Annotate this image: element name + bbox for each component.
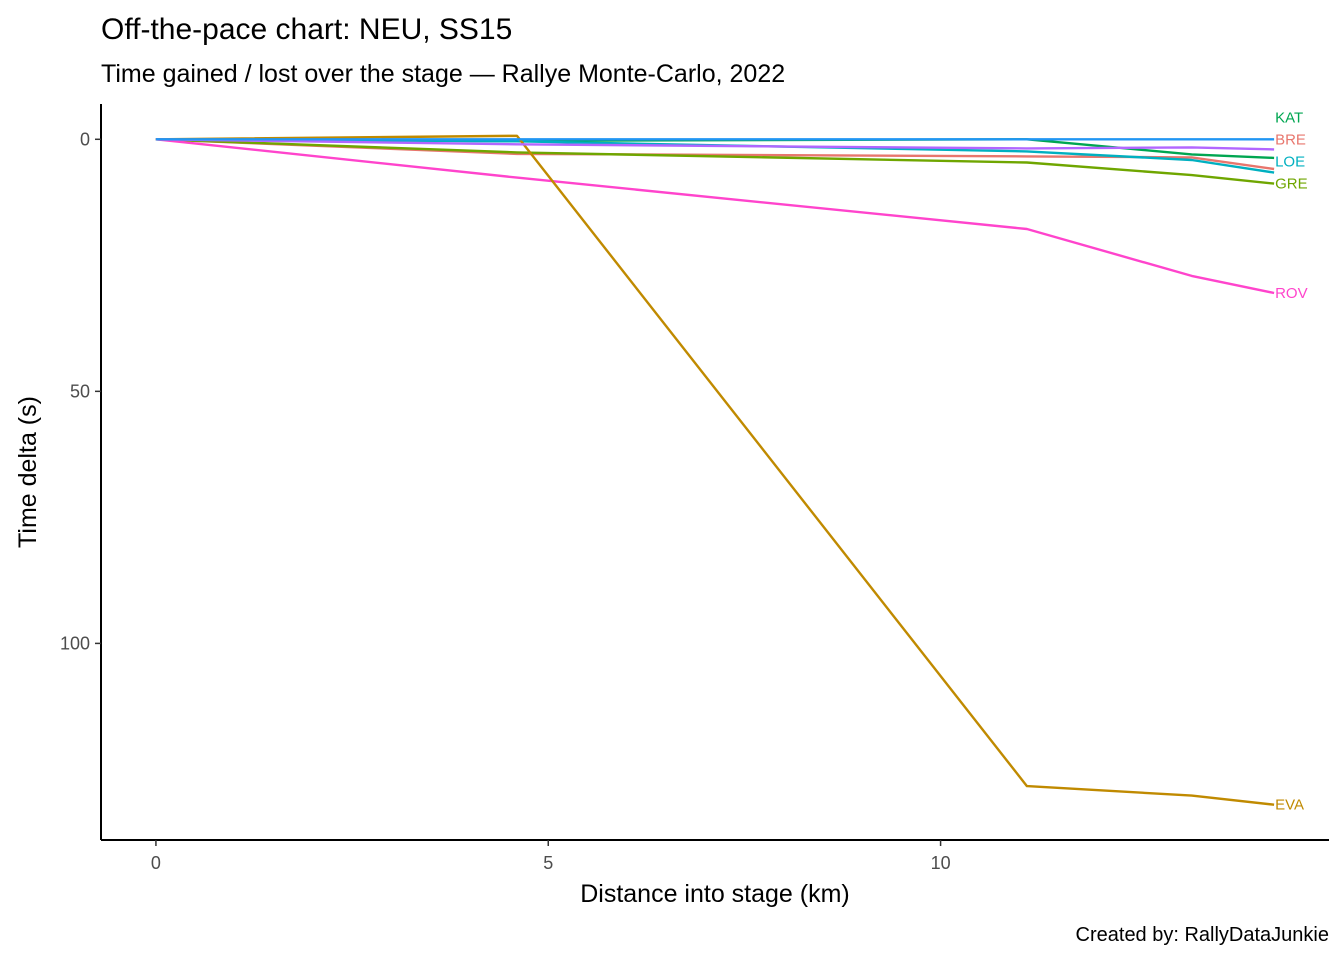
plot-lines	[155, 134, 1275, 806]
chart-title: Off-the-pace chart: NEU, SS15	[101, 13, 512, 46]
y-axis-title: Time delta (s)	[14, 396, 42, 548]
y-tick-label: 0	[80, 129, 90, 149]
end-label-loe: LOE	[1275, 154, 1305, 171]
y-tick-label: 100	[60, 633, 90, 653]
end-label-kat: KAT	[1275, 110, 1303, 127]
end-label-gre: GRE	[1275, 176, 1308, 193]
x-tick-label: 0	[151, 853, 161, 873]
series-line-rov	[155, 138, 1275, 295]
y-tick-label: 50	[70, 381, 90, 401]
x-axis-title: Distance into stage (km)	[580, 880, 850, 908]
series-line-eva	[155, 134, 1275, 806]
x-tick-label: 10	[931, 853, 951, 873]
end-label-bre: BRE	[1275, 132, 1306, 149]
series-end-labels: KAT BRE LOE GRE ROV EVA	[1275, 110, 1308, 814]
series-line-loe	[155, 138, 1275, 174]
chart-caption: Created by: RallyDataJunkie	[1076, 924, 1329, 946]
end-label-eva: EVA	[1275, 797, 1304, 814]
chart-subtitle: Time gained / lost over the stage — Rall…	[101, 60, 785, 88]
series-line-bre	[155, 138, 1275, 171]
series-line-gre	[155, 138, 1275, 185]
end-label-rov: ROV	[1275, 285, 1308, 302]
series-line-unlabelled-6	[155, 138, 1275, 151]
y-axis-ticks: 0 50 100	[60, 129, 101, 653]
x-tick-label: 5	[543, 853, 553, 873]
x-axis-ticks: 0 5 10	[151, 840, 951, 873]
